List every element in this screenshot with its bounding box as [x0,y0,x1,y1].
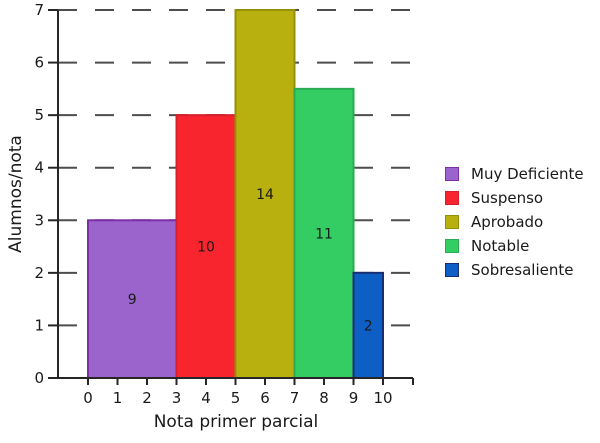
legend-item-notable: Notable [445,234,584,258]
y-tick-label-1: 1 [34,316,44,334]
x-tick-label-9: 9 [349,389,359,407]
x-tick-label-2: 2 [142,389,152,407]
bar-count-label: 2 [364,318,373,334]
bar-muy-deficiente [87,219,178,379]
bar-count-label: 10 [197,240,215,256]
bar-notable [293,87,355,379]
bar-sobresaliente [352,271,384,379]
x-tick-label-1: 1 [113,389,123,407]
x-tick-label-5: 5 [231,389,241,407]
y-tick-label-5: 5 [34,106,44,124]
legend-label: Suspenso [471,188,544,207]
legend-label: Aprobado [471,212,544,231]
legend-swatch-icon [445,239,459,253]
y-tick-label-7: 7 [34,1,44,19]
legend-swatch-icon [445,191,459,205]
x-tick-label-10: 10 [373,389,392,407]
y-tick-label-6: 6 [34,54,44,72]
legend-swatch-icon [445,263,459,277]
y-tick-label-4: 4 [34,159,44,177]
x-tick-label-8: 8 [319,389,329,407]
bar-count-label: 14 [256,187,274,203]
bar-count-label: 11 [315,226,333,242]
legend: Muy Deficiente Suspenso Aprobado Notable Sob… [445,162,584,282]
x-tick-label-3: 3 [172,389,182,407]
bar-count-label: 9 [128,292,137,308]
x-tick-label-4: 4 [201,389,211,407]
y-tick-label-0: 0 [34,369,44,387]
legend-label: Notable [471,236,530,255]
y-tick-label-2: 2 [34,264,44,282]
x-axis-title: Nota primer parcial [153,412,319,432]
legend-swatch-icon [445,215,459,229]
legend-item-aprobado: Aprobado [445,210,584,234]
legend-item-muy-deficiente: Muy Deficiente [445,162,584,186]
x-tick-label-7: 7 [290,389,300,407]
legend-item-sobresaliente: Sobresaliente [445,258,584,282]
x-tick-label-6: 6 [260,389,270,407]
legend-item-suspenso: Suspenso [445,186,584,210]
y-tick-label-3: 3 [34,211,44,229]
y-axis-title: Alumnos/nota [6,135,26,253]
legend-label: Sobresaliente [471,260,574,279]
legend-label: Muy Deficiente [471,164,584,183]
x-tick-label-0: 0 [83,389,93,407]
legend-swatch-icon [445,167,459,181]
